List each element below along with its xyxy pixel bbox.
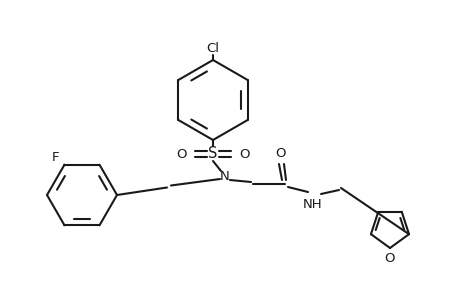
- Text: S: S: [208, 146, 217, 161]
- Text: F: F: [52, 151, 60, 164]
- Text: O: O: [176, 148, 187, 160]
- Text: O: O: [275, 147, 285, 160]
- Text: O: O: [239, 148, 249, 160]
- Text: O: O: [384, 252, 394, 265]
- Text: Cl: Cl: [206, 42, 219, 55]
- Text: N: N: [220, 169, 230, 182]
- Text: NH: NH: [302, 198, 322, 211]
